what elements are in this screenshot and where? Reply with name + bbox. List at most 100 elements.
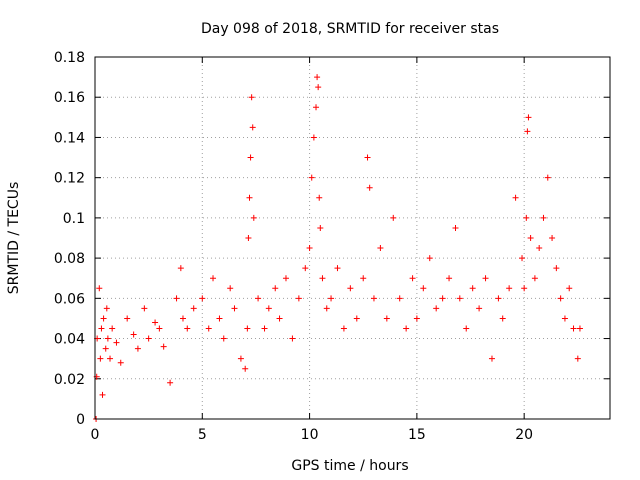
data-point	[242, 365, 249, 372]
data-point	[246, 194, 253, 201]
data-point	[499, 315, 506, 322]
y-tick-label: 0.1	[63, 211, 85, 227]
data-point	[145, 335, 152, 342]
y-tick-label: 0.02	[54, 372, 85, 388]
data-point	[265, 305, 272, 312]
data-point	[360, 275, 367, 282]
data-point	[109, 325, 116, 332]
x-tick-label: 15	[408, 427, 426, 443]
data-point	[519, 255, 526, 262]
data-point	[199, 295, 206, 302]
data-point	[377, 245, 384, 252]
data-point	[523, 214, 530, 221]
data-point	[205, 325, 212, 332]
data-point	[561, 315, 568, 322]
data-point	[366, 184, 373, 191]
data-point	[276, 315, 283, 322]
data-point	[390, 214, 397, 221]
data-point	[439, 295, 446, 302]
data-point	[220, 335, 227, 342]
data-point	[317, 224, 324, 231]
data-point	[383, 315, 390, 322]
data-point	[549, 235, 556, 241]
data-point	[282, 275, 289, 282]
data-point	[247, 154, 254, 161]
data-point	[452, 224, 459, 231]
x-axis-label: GPS time / hours	[291, 458, 408, 474]
x-tick-label: 5	[198, 427, 207, 443]
data-point	[306, 245, 313, 252]
x-tick-label: 0	[91, 427, 100, 443]
data-point	[245, 235, 252, 241]
data-point	[553, 265, 560, 272]
y-tick-label: 0.18	[54, 50, 85, 66]
data-point	[99, 391, 106, 398]
data-point	[463, 325, 470, 332]
data-point	[540, 214, 547, 221]
data-point	[272, 285, 279, 292]
y-tick-label: 0	[76, 412, 85, 428]
data-point	[364, 154, 371, 161]
data-point	[237, 355, 244, 362]
data-point	[566, 285, 573, 292]
data-point	[244, 325, 251, 332]
data-point	[334, 265, 341, 272]
data-point	[103, 305, 110, 312]
data-point	[476, 305, 483, 312]
data-point	[96, 285, 103, 292]
data-point	[370, 295, 377, 302]
data-point	[446, 275, 453, 282]
data-point	[302, 265, 309, 272]
data-point	[104, 335, 111, 342]
y-tick-label: 0.04	[54, 332, 85, 348]
data-point	[173, 295, 180, 302]
data-point	[308, 174, 315, 181]
data-point	[231, 305, 238, 312]
data-point	[98, 325, 105, 332]
data-point	[152, 319, 159, 326]
data-point	[141, 305, 148, 312]
y-tick-label: 0.08	[54, 251, 85, 267]
data-point	[433, 305, 440, 312]
data-point	[314, 74, 321, 81]
data-point	[249, 124, 256, 131]
y-axis-label: SRMTID / TECUs	[6, 182, 22, 295]
data-point	[531, 275, 538, 282]
data-point	[495, 295, 502, 302]
data-point	[506, 285, 513, 292]
data-point	[310, 134, 317, 141]
data-point	[177, 265, 184, 272]
data-point	[295, 295, 302, 302]
y-tick-label: 0.12	[54, 171, 85, 187]
x-tick-label: 20	[515, 427, 533, 443]
data-point	[456, 295, 463, 302]
data-point	[512, 194, 519, 201]
data-point	[409, 275, 416, 282]
data-point	[117, 359, 124, 366]
data-point	[536, 245, 543, 252]
data-point	[524, 128, 531, 135]
data-point	[97, 355, 104, 362]
data-point	[527, 235, 534, 241]
data-point	[525, 114, 532, 121]
data-point	[396, 295, 403, 302]
data-point	[134, 345, 141, 352]
data-point	[413, 315, 420, 322]
data-point	[124, 315, 131, 322]
data-point	[216, 315, 223, 322]
chart-title: Day 098 of 2018, SRMTID for receiver sta…	[201, 21, 499, 37]
data-point	[328, 295, 335, 302]
data-point	[113, 339, 120, 346]
data-point	[179, 315, 186, 322]
y-tick-label: 0.14	[54, 130, 85, 146]
data-point	[210, 275, 217, 282]
data-point	[488, 355, 495, 362]
data-point	[190, 305, 197, 312]
data-point	[156, 325, 163, 332]
data-point	[261, 325, 268, 332]
data-point	[255, 295, 262, 302]
data-point	[340, 325, 347, 332]
data-point	[289, 335, 296, 342]
